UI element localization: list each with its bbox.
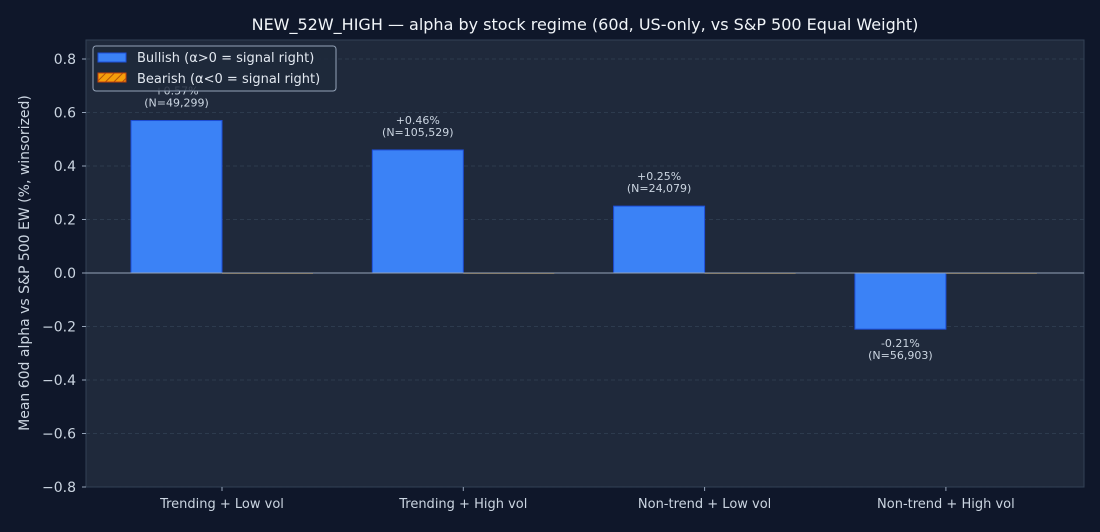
y-tick-label: 0.8 [54, 52, 76, 68]
data-label-n: (N=24,079) [627, 182, 692, 195]
data-label-pct: +0.46% [396, 114, 440, 127]
x-tick-label: Trending + Low vol [159, 497, 284, 512]
y-axis: 0.8 0.6 0.4 0.2 0.0 −0.2 −0.4 −0.6 −0.8 [42, 52, 86, 496]
chart-title: NEW_52W_HIGH — alpha by stock regime (60… [252, 15, 919, 35]
x-axis: Trending + Low vol Trending + High vol Non… [159, 487, 1015, 512]
y-axis-label: Mean 60d alpha vs S&P 500 EW (%, winsori… [17, 95, 33, 431]
data-label-pct: -0.21% [881, 337, 920, 350]
x-tick-label: Trending + High vol [398, 497, 527, 512]
plot-area [85, 39, 1085, 488]
y-tick-label: −0.8 [42, 480, 76, 496]
y-tick-label: −0.2 [42, 320, 76, 336]
data-label-n: (N=105,529) [382, 126, 454, 139]
bars [130, 120, 1037, 330]
bar-bullish [854, 272, 947, 330]
y-tick-label: 0.4 [54, 159, 76, 175]
bar-bullish [613, 205, 706, 274]
legend-swatch-bullish [97, 52, 127, 63]
y-tick-label: −0.6 [42, 427, 76, 443]
x-tick-label: Non-trend + Low vol [638, 497, 771, 512]
legend-box [92, 45, 337, 92]
bar-bullish [130, 120, 223, 274]
y-tick-label: 0.2 [54, 213, 76, 229]
y-tick-label: 0.0 [54, 266, 76, 282]
legend-label-bearish: Bearish (α<0 = signal right) [137, 72, 320, 87]
legend: Bullish (α>0 = signal right) Bearish (α<… [92, 45, 337, 92]
bar-bullish [371, 149, 464, 274]
legend-label-bullish: Bullish (α>0 = signal right) [137, 51, 314, 66]
data-label-n: (N=49,299) [144, 97, 209, 110]
data-label-pct: +0.25% [637, 170, 681, 183]
data-label-n: (N=56,903) [868, 349, 933, 362]
x-tick-label: Non-trend + High vol [877, 497, 1015, 512]
y-tick-label: 0.6 [54, 106, 76, 122]
y-tick-label: −0.4 [42, 373, 76, 389]
legend-swatch-bearish [97, 72, 127, 83]
